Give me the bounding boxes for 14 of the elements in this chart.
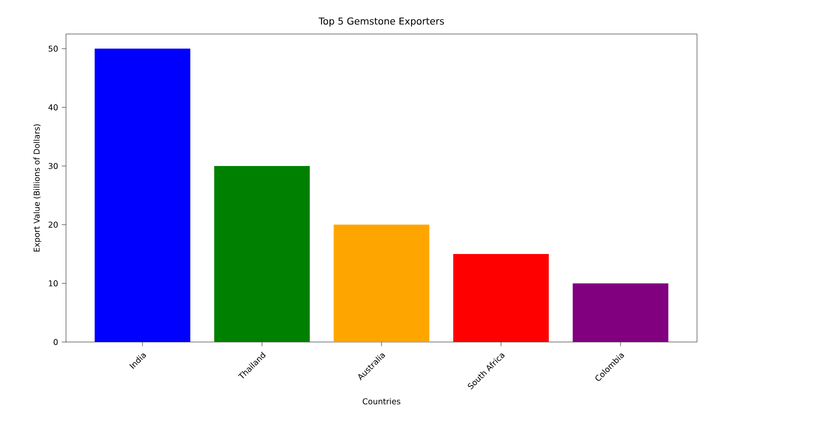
bar (453, 254, 549, 342)
bar (214, 166, 310, 342)
bar (94, 48, 190, 342)
chart-title: Top 5 Gemstone Exporters (318, 17, 444, 26)
bar (572, 283, 668, 342)
y-tick-label: 40 (48, 104, 58, 110)
bar (334, 224, 430, 342)
y-tick-label: 50 (48, 46, 58, 52)
y-axis-title: Export Value (Billions of Dollars) (33, 124, 42, 252)
y-tick-label: 20 (48, 222, 58, 228)
y-tick-label: 10 (48, 280, 58, 286)
x-axis-title: Countries (362, 398, 400, 404)
y-tick-label: 30 (48, 162, 58, 170)
y-tick-label: 0 (54, 338, 58, 346)
